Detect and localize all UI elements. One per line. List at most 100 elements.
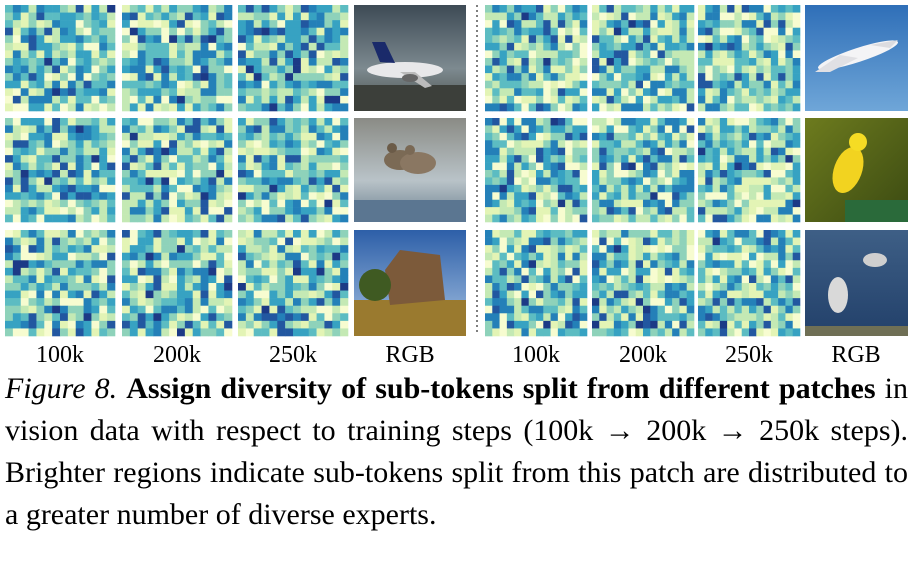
heatmap-cell xyxy=(741,184,750,193)
heatmap-cell xyxy=(28,313,37,322)
heatmap-cell xyxy=(153,313,162,322)
heatmap-cell xyxy=(635,177,644,186)
heatmap-cell xyxy=(253,199,262,208)
heatmap-cell xyxy=(543,27,551,36)
heatmap-cell xyxy=(36,320,45,329)
heatmap-cell xyxy=(122,184,131,193)
heatmap-cell xyxy=(613,199,622,208)
heatmap-cell xyxy=(792,245,801,254)
heatmap-cell xyxy=(332,132,341,141)
heatmap-cell xyxy=(44,103,53,112)
heatmap-cell xyxy=(12,5,22,13)
heatmap-cell xyxy=(60,320,69,329)
heatmap-cell xyxy=(749,27,757,36)
heatmap-cell xyxy=(122,305,131,314)
heatmap-cell xyxy=(698,245,706,254)
heatmap-cell xyxy=(20,50,29,59)
heatmap-cell xyxy=(44,50,53,59)
heatmap-cell xyxy=(137,170,146,178)
heatmap-cell xyxy=(269,177,278,186)
heatmap-cell xyxy=(153,155,162,163)
heatmap-cell xyxy=(628,12,637,21)
heatmap-cell xyxy=(778,140,786,149)
heatmap-cell xyxy=(99,298,108,307)
heatmap-cell xyxy=(672,80,680,89)
heatmap-cell xyxy=(261,267,270,276)
heatmap-cell xyxy=(657,328,666,337)
heatmap-cell xyxy=(705,118,713,126)
heatmap-cell xyxy=(200,162,209,171)
heatmap-cell xyxy=(308,35,317,44)
heatmap-cell xyxy=(137,207,146,215)
heatmap-cell xyxy=(161,184,170,193)
heatmap-cell xyxy=(698,177,706,186)
heatmap-cell xyxy=(592,118,600,126)
heatmap-cell xyxy=(261,132,270,141)
heatmap-cell xyxy=(792,214,801,223)
heatmap-cell xyxy=(293,260,302,269)
heatmap-cell xyxy=(606,27,615,36)
heatmap-cell xyxy=(277,103,286,112)
heatmap-cell xyxy=(44,328,53,337)
heatmap-cell xyxy=(770,5,779,13)
heatmap-cell xyxy=(216,199,225,208)
heatmap-cell xyxy=(238,260,247,269)
heatmap-cell xyxy=(28,199,37,208)
heatmap-cell xyxy=(792,50,801,59)
heatmap-cell xyxy=(12,88,22,97)
heatmap xyxy=(592,118,695,223)
heatmap-cell xyxy=(727,42,735,51)
heatmap-cell xyxy=(324,125,333,134)
heatmap-cell xyxy=(686,155,695,163)
heatmap-cell xyxy=(698,162,706,171)
heatmap-cell xyxy=(543,65,551,74)
heatmap-cell xyxy=(579,245,588,254)
heatmap-cell xyxy=(770,118,779,126)
heatmap-cell xyxy=(245,290,255,299)
heatmap-cell xyxy=(712,132,721,141)
heatmap-cell xyxy=(216,118,225,126)
heatmap-cell xyxy=(705,35,713,44)
heatmap-cell xyxy=(137,103,146,112)
heatmap-cell xyxy=(727,20,735,29)
heatmap-cell xyxy=(332,313,341,322)
heatmap-cell xyxy=(316,5,325,13)
heatmap-cell xyxy=(36,290,45,299)
heatmap-cell xyxy=(565,283,573,291)
heatmap-cell xyxy=(184,192,194,201)
heatmap-cell xyxy=(340,283,349,291)
heatmap-cell xyxy=(192,207,201,215)
heatmap-cell xyxy=(340,140,349,149)
heatmap-cell xyxy=(238,20,247,29)
heatmap-cell xyxy=(770,42,779,51)
heatmap-cell xyxy=(741,5,750,13)
heatmap-cell xyxy=(28,184,37,193)
heatmap-cell xyxy=(705,252,713,261)
figure: 100k 200k 250k RGB 100k 200k 250k RGB xyxy=(5,5,908,365)
heatmap-cell xyxy=(340,192,349,201)
heatmap-cell xyxy=(293,35,302,44)
heatmap-cell xyxy=(792,88,801,97)
heatmap-cell xyxy=(785,170,794,178)
heatmap-cell xyxy=(122,313,131,322)
heatmap-cell xyxy=(28,125,37,134)
heatmap-cell xyxy=(192,80,201,89)
heatmap-cell xyxy=(579,237,588,246)
heatmap-cell xyxy=(5,73,14,82)
heatmap-cell xyxy=(122,260,131,269)
heatmap-cell xyxy=(261,260,270,269)
heatmap-cell xyxy=(770,35,779,44)
heatmap-cell xyxy=(75,80,84,89)
heatmap-cell xyxy=(60,103,69,112)
heatmap-cell xyxy=(565,73,573,82)
heatmap-cell xyxy=(514,80,522,89)
heatmap-cell xyxy=(293,320,302,329)
heatmap-cell xyxy=(12,177,22,186)
heatmap-cell xyxy=(579,88,588,97)
heatmap-cell xyxy=(727,170,735,178)
heatmap-cell xyxy=(572,155,581,163)
heatmap-cell xyxy=(83,73,92,82)
heatmap-cell xyxy=(177,162,186,171)
heatmap-cell xyxy=(5,95,14,104)
heatmap-cell xyxy=(705,313,713,322)
